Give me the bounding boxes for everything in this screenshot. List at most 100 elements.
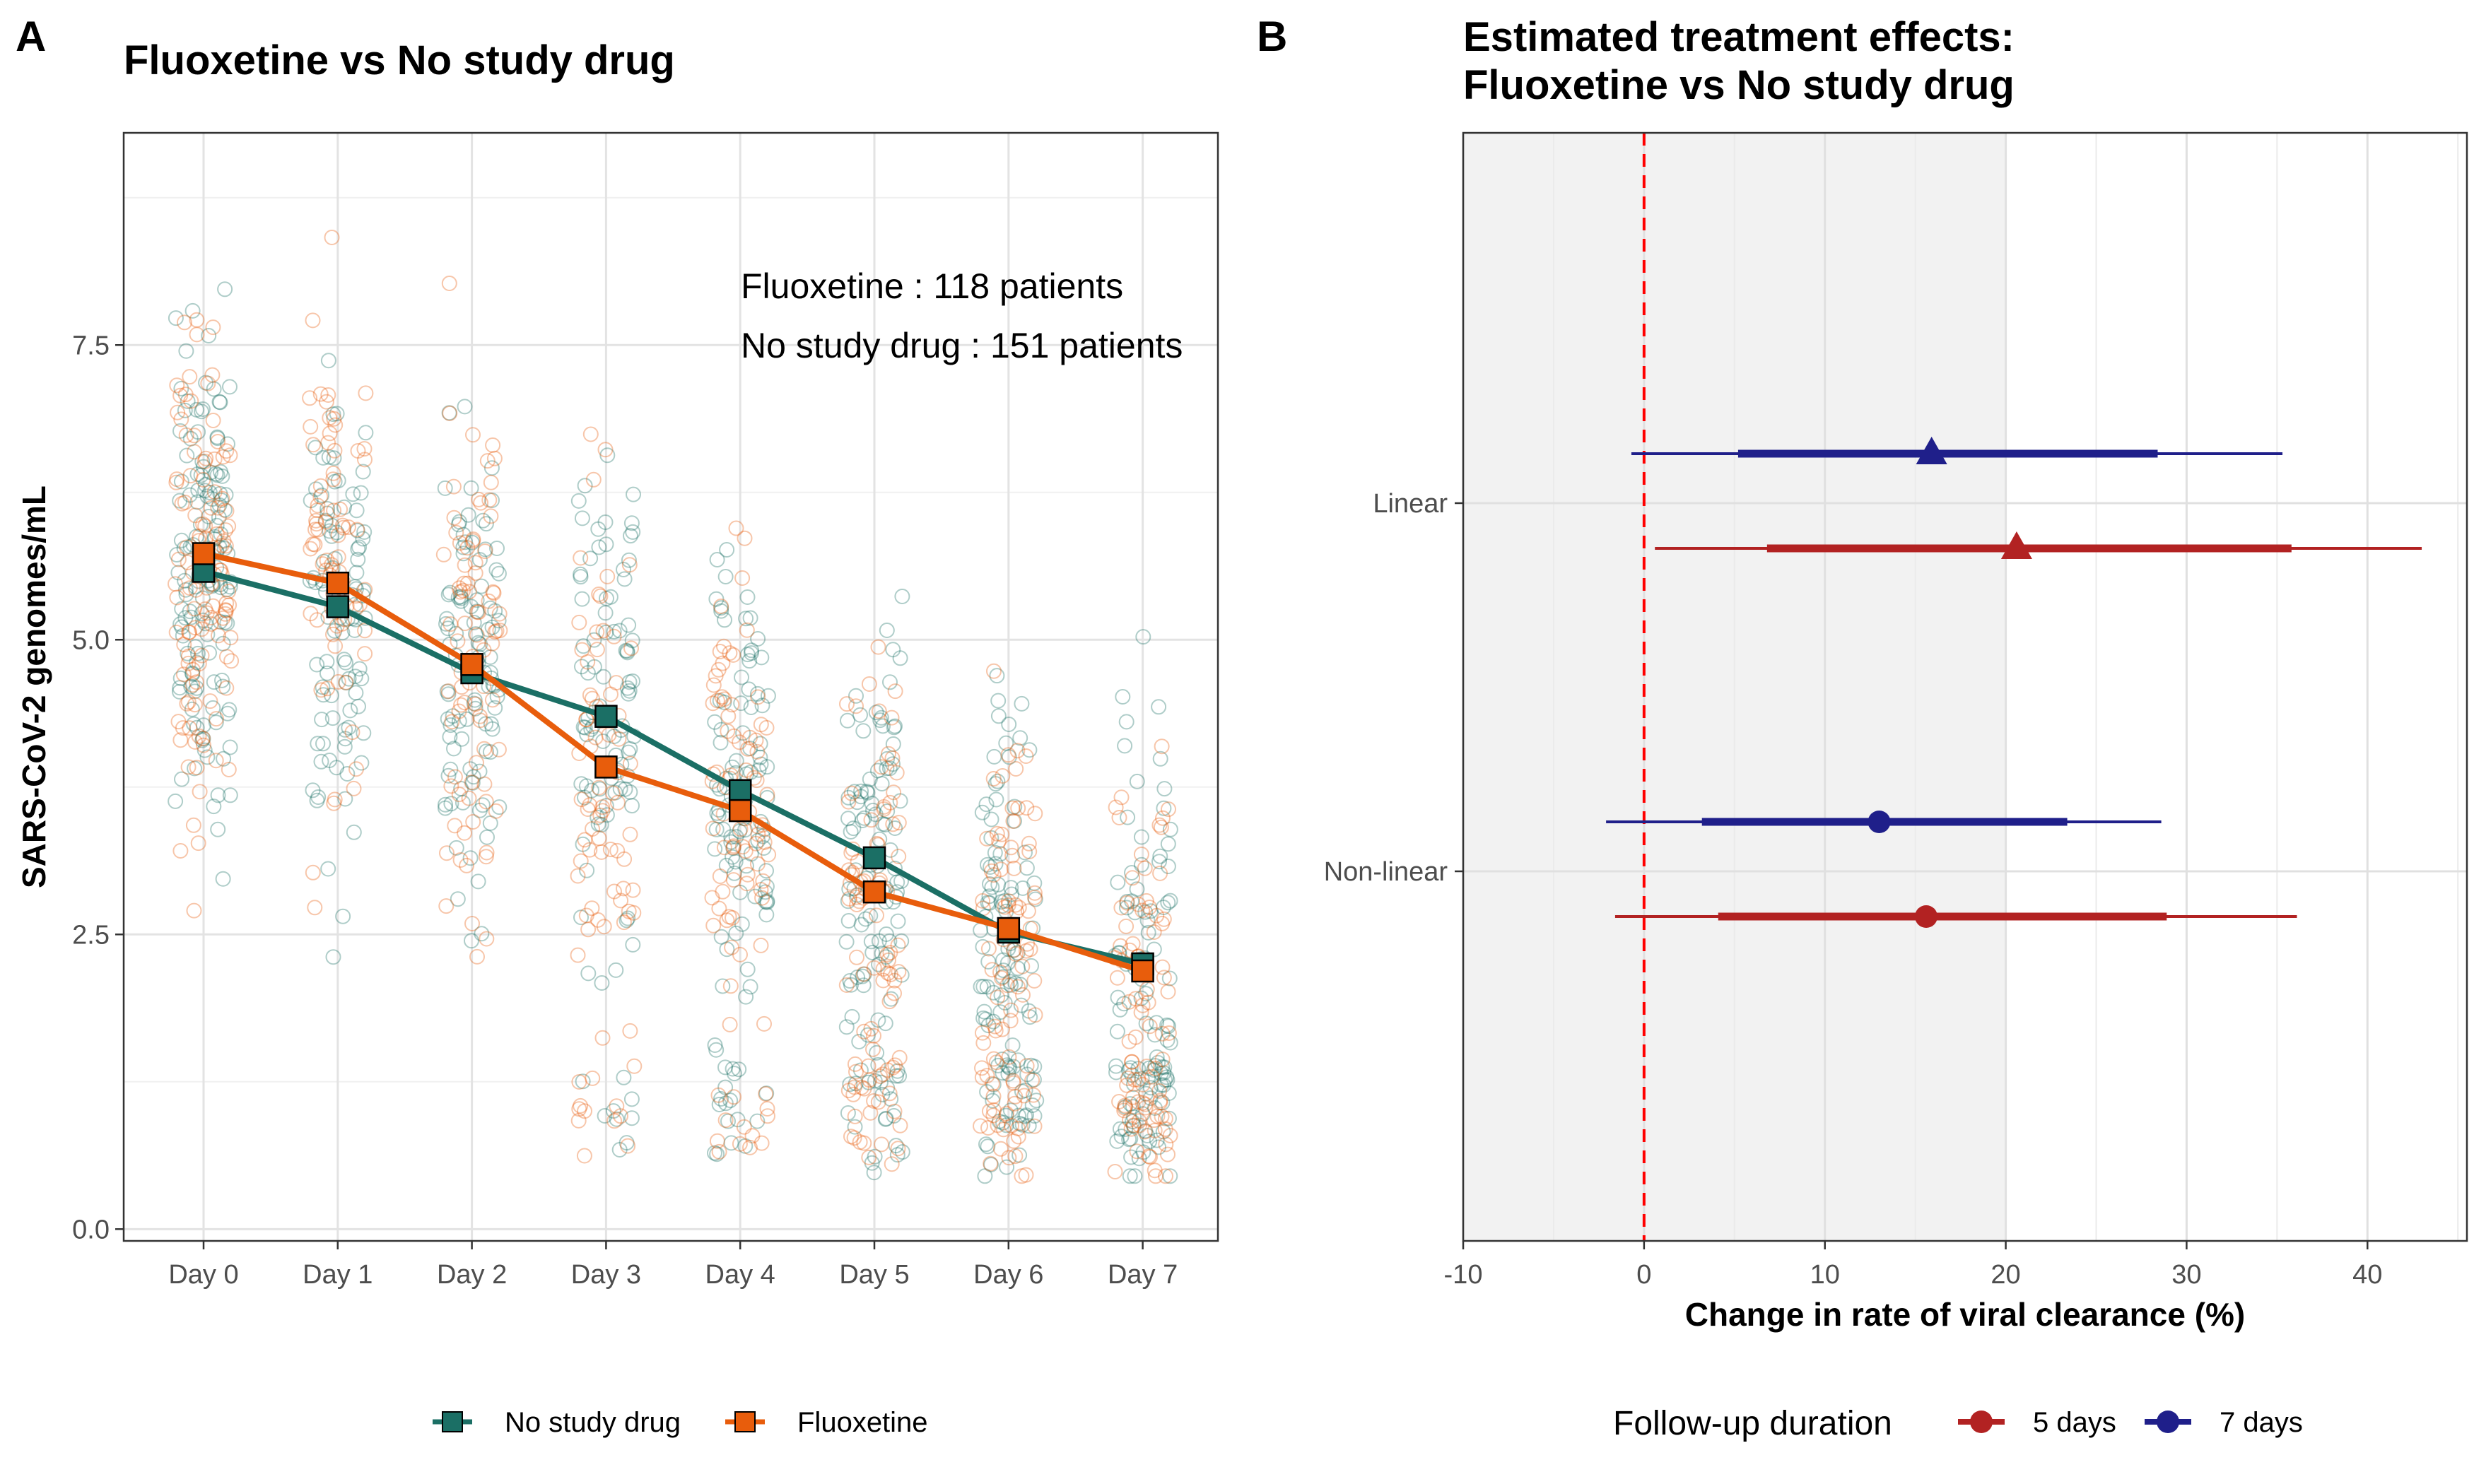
jitter-point bbox=[987, 1023, 1004, 1039]
jitter-point bbox=[840, 1105, 856, 1121]
jitter-point bbox=[883, 1091, 899, 1107]
jitter-point bbox=[305, 312, 321, 329]
jitter-point bbox=[705, 677, 722, 693]
jitter-point bbox=[621, 683, 638, 699]
jitter-point bbox=[894, 1144, 910, 1160]
jitter-point bbox=[1018, 1167, 1034, 1183]
jitter-point bbox=[985, 1107, 1002, 1124]
jitter-point bbox=[860, 1058, 877, 1074]
jitter-point bbox=[985, 1088, 1002, 1105]
jitter-point bbox=[609, 842, 626, 859]
jitter-point bbox=[590, 816, 606, 832]
jitter-point bbox=[609, 1098, 625, 1114]
jitter-point bbox=[621, 557, 638, 573]
jitter-point bbox=[881, 952, 896, 968]
jitter-point bbox=[1026, 1108, 1043, 1124]
jitter-point bbox=[840, 794, 857, 810]
jitter-point bbox=[195, 612, 211, 628]
jitter-point bbox=[168, 793, 184, 809]
jitter-point bbox=[356, 524, 373, 540]
jitter-point bbox=[491, 741, 507, 758]
jitter-point bbox=[577, 719, 593, 736]
jitter-point bbox=[860, 1027, 876, 1043]
jitter-point bbox=[979, 1084, 995, 1100]
jitter-point bbox=[717, 612, 732, 628]
jitter-point bbox=[1119, 1077, 1135, 1093]
panel-a-mean-lines bbox=[202, 550, 1144, 974]
jitter-point bbox=[172, 616, 189, 632]
jitter-point bbox=[485, 437, 501, 453]
jitter-point bbox=[194, 454, 211, 470]
jitter-point bbox=[708, 591, 725, 607]
jitter-point bbox=[348, 502, 365, 519]
jitter-point bbox=[1127, 905, 1143, 921]
jitter-point bbox=[1162, 1168, 1178, 1184]
jitter-point bbox=[203, 500, 219, 516]
jitter-point bbox=[203, 616, 219, 632]
jitter-point bbox=[574, 659, 590, 675]
jitter-point bbox=[1024, 958, 1039, 974]
x-tick-label: Day 4 bbox=[705, 1260, 775, 1290]
jitter-point bbox=[325, 949, 341, 965]
jitter-point bbox=[1139, 912, 1156, 929]
jitter-point bbox=[709, 1133, 725, 1149]
jitter-point bbox=[890, 937, 906, 953]
jitter-point bbox=[1122, 1112, 1137, 1128]
jitter-point bbox=[987, 1018, 1003, 1035]
jitter-point bbox=[1151, 699, 1167, 715]
jitter-point bbox=[303, 418, 319, 435]
jitter-point bbox=[852, 1062, 869, 1078]
jitter-point bbox=[748, 732, 764, 748]
jitter-point bbox=[176, 540, 192, 556]
jitter-point bbox=[613, 1108, 628, 1124]
jitter-point bbox=[183, 393, 199, 409]
jitter-point bbox=[723, 834, 739, 850]
jitter-point bbox=[599, 807, 615, 823]
jitter-point bbox=[1122, 1096, 1138, 1112]
jitter-point bbox=[856, 1135, 872, 1151]
jitter-point bbox=[471, 552, 488, 568]
jitter-point bbox=[619, 644, 635, 661]
jitter-point bbox=[1122, 1168, 1138, 1184]
jitter-point bbox=[170, 404, 186, 420]
panel-a-background bbox=[124, 133, 1218, 1241]
jitter-point bbox=[625, 524, 641, 540]
jitter-point bbox=[440, 587, 457, 603]
jitter-point bbox=[846, 1079, 862, 1095]
jitter-point bbox=[1149, 1132, 1165, 1148]
jitter-point bbox=[874, 946, 890, 962]
jitter-point bbox=[219, 582, 235, 598]
jitter-point bbox=[991, 833, 1007, 849]
jitter-point bbox=[1155, 1124, 1171, 1140]
jitter-point bbox=[350, 551, 366, 567]
jitter-point bbox=[353, 485, 369, 501]
jitter-point bbox=[1010, 800, 1026, 816]
jitter-point bbox=[205, 413, 221, 428]
jitter-point bbox=[586, 632, 602, 648]
jitter-point bbox=[850, 969, 866, 985]
jitter-point bbox=[452, 514, 467, 530]
jitter-point bbox=[483, 474, 499, 490]
jitter-point bbox=[874, 1136, 889, 1153]
jitter-point bbox=[488, 803, 504, 819]
jitter-point bbox=[990, 773, 1006, 789]
jitter-point bbox=[215, 678, 231, 695]
jitter-point bbox=[452, 535, 468, 551]
jitter-point bbox=[977, 1168, 993, 1184]
jitter-point bbox=[995, 768, 1011, 784]
jitter-point bbox=[985, 984, 1002, 1001]
jitter-point bbox=[1004, 847, 1021, 864]
mean-marker bbox=[460, 653, 483, 676]
jitter-point bbox=[1125, 936, 1141, 952]
jitter-point bbox=[750, 826, 766, 842]
jitter-point bbox=[213, 464, 228, 480]
jitter-point bbox=[457, 399, 473, 415]
jitter-point bbox=[874, 1086, 891, 1102]
jitter-point bbox=[1146, 924, 1162, 940]
jitter-point bbox=[881, 994, 898, 1010]
jitter-point bbox=[1122, 1060, 1139, 1076]
jitter-point bbox=[583, 722, 599, 737]
jitter-point bbox=[1109, 1133, 1125, 1149]
jitter-point bbox=[1109, 970, 1125, 986]
jitter-point bbox=[721, 909, 737, 925]
